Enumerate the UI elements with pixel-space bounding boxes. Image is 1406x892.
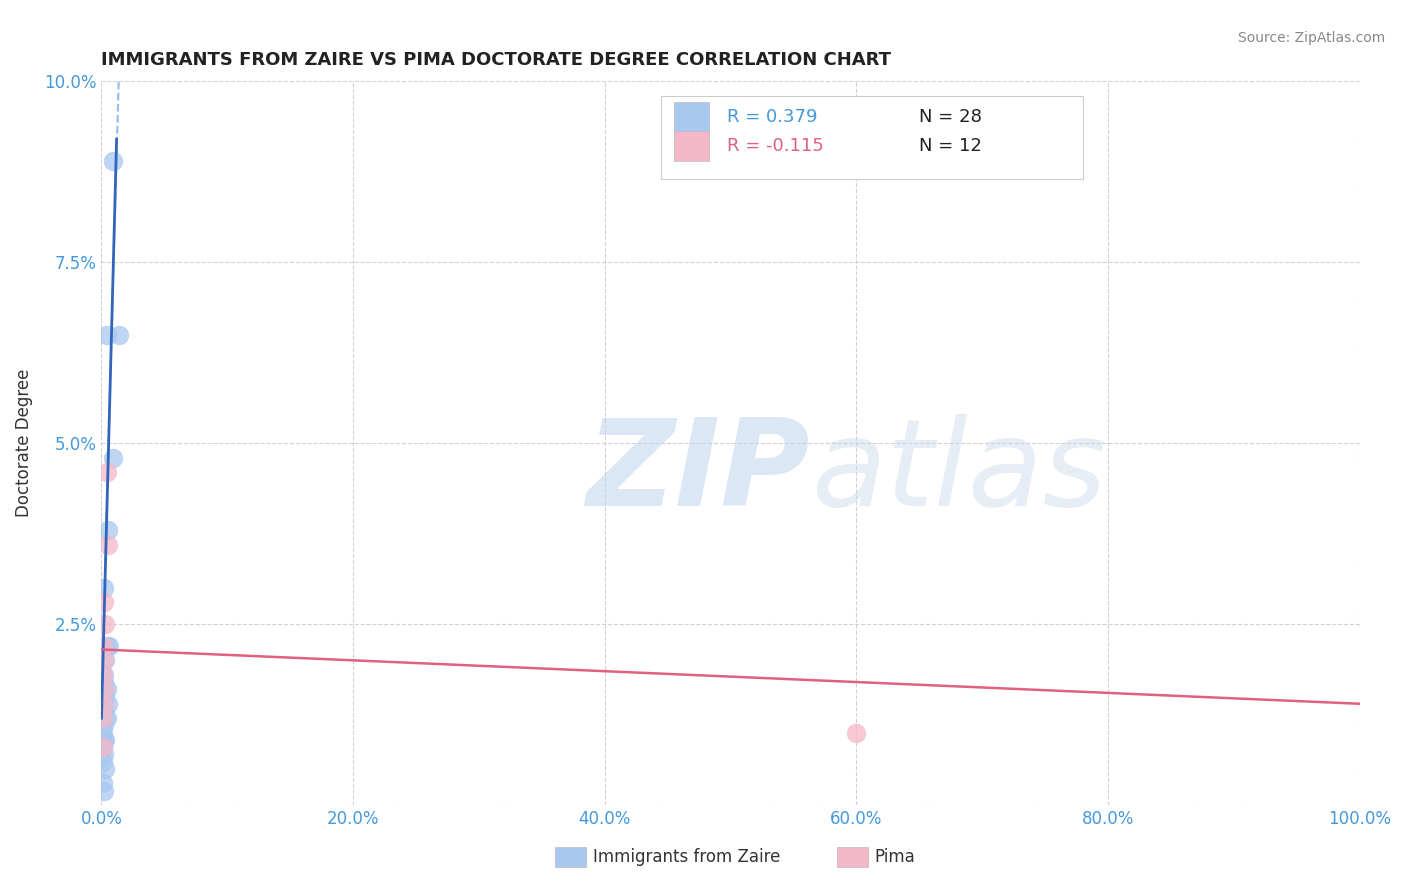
Point (93, 704, 115, 718)
Point (91, 740, 114, 755)
Point (94, 617, 117, 632)
Bar (673, 130, 709, 161)
Point (97, 537, 120, 551)
Bar (673, 102, 709, 132)
Point (91, 668, 114, 682)
FancyBboxPatch shape (661, 95, 1083, 179)
Point (96, 682, 118, 697)
Text: N = 28: N = 28 (920, 108, 981, 126)
Point (96, 465, 118, 479)
Point (96, 711, 118, 725)
Point (93, 733, 115, 747)
Point (91, 776, 114, 790)
Point (97, 523, 120, 537)
Text: R = -0.115: R = -0.115 (727, 136, 824, 154)
Text: Source: ZipAtlas.com: Source: ZipAtlas.com (1237, 31, 1385, 45)
Point (94, 733, 117, 747)
Point (101, 153, 124, 168)
Text: atlas: atlas (813, 414, 1108, 531)
Point (96, 639, 118, 653)
Point (96, 327, 118, 342)
Point (108, 327, 131, 342)
Text: Immigrants from Zaire: Immigrants from Zaire (593, 848, 780, 866)
Point (93, 675, 115, 690)
Text: Pima: Pima (875, 848, 915, 866)
Point (91, 740, 114, 755)
Point (91, 711, 114, 725)
Point (93, 595, 115, 609)
Point (101, 450, 124, 465)
Text: R = 0.379: R = 0.379 (727, 108, 817, 126)
Point (94, 690, 117, 704)
Point (94, 711, 117, 725)
Point (93, 783, 115, 797)
Point (94, 762, 117, 776)
Text: IMMIGRANTS FROM ZAIRE VS PIMA DOCTORATE DEGREE CORRELATION CHART: IMMIGRANTS FROM ZAIRE VS PIMA DOCTORATE … (101, 51, 891, 69)
Point (93, 581, 115, 595)
Point (91, 755, 114, 769)
Text: ZIP: ZIP (586, 414, 810, 531)
Point (98, 639, 121, 653)
Point (93, 682, 115, 697)
Point (91, 725, 114, 739)
Point (93, 718, 115, 732)
Point (93, 653, 115, 667)
Y-axis label: Doctorate Degree: Doctorate Degree (15, 369, 32, 517)
Point (845, 725, 868, 739)
Point (97, 697, 120, 711)
Point (93, 668, 115, 682)
Point (93, 697, 115, 711)
Point (91, 639, 114, 653)
Text: N = 12: N = 12 (920, 136, 981, 154)
Point (94, 653, 117, 667)
Point (91, 704, 114, 718)
Point (93, 747, 115, 762)
